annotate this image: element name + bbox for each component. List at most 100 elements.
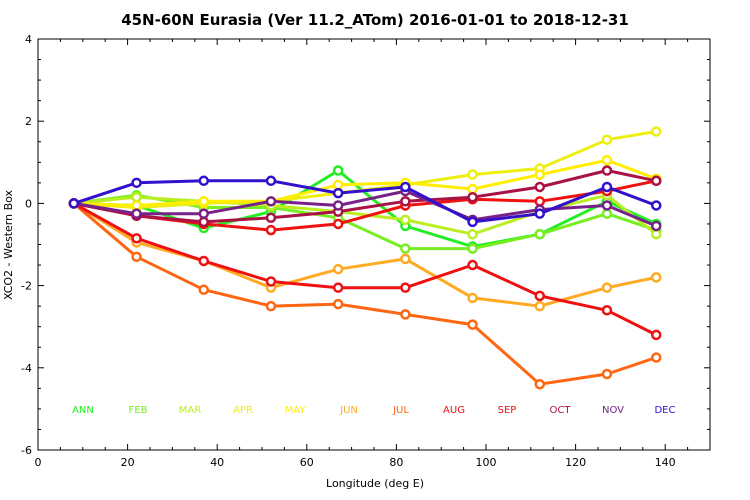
data-point xyxy=(601,368,613,380)
data-point xyxy=(650,126,662,137)
data-point xyxy=(131,200,142,211)
data-point xyxy=(265,175,277,187)
data-point xyxy=(534,290,546,302)
data-point xyxy=(467,292,478,304)
data-point xyxy=(265,212,277,224)
series-line xyxy=(72,202,657,386)
series-line xyxy=(73,202,657,308)
axes: 0 20 40 60 80 100 120 140 -6 -4 -2 0 2 4 xyxy=(21,33,711,469)
legend-label-sep: SEP xyxy=(498,405,517,416)
data-point xyxy=(131,251,142,263)
data-point xyxy=(131,233,142,244)
data-point xyxy=(131,208,142,219)
series-line xyxy=(73,169,657,224)
data-point xyxy=(650,220,662,232)
chart-title: 45N-60N Eurasia (Ver 11.2_ATom) 2016-01-… xyxy=(121,11,629,29)
data-point xyxy=(400,196,411,207)
data-point xyxy=(601,282,613,293)
data-point xyxy=(467,243,478,254)
data-point xyxy=(265,196,277,207)
data-point xyxy=(650,272,662,283)
legend-label-jul: JUL xyxy=(392,405,409,416)
x-tick-label: 0 xyxy=(35,456,42,469)
data-point xyxy=(400,243,411,254)
data-point xyxy=(198,196,210,207)
series-line xyxy=(73,202,657,337)
series-aug xyxy=(68,198,662,341)
data-point xyxy=(467,169,478,180)
data-point xyxy=(534,208,546,219)
data-point xyxy=(534,196,546,207)
legend-label-ann: ANN xyxy=(72,405,94,416)
data-point xyxy=(467,183,478,195)
data-point xyxy=(650,352,662,363)
data-point xyxy=(332,298,344,310)
y-tick-label: -4 xyxy=(21,362,32,375)
data-point xyxy=(332,179,344,191)
data-point xyxy=(68,198,80,209)
y-axis-label: XCO2 - Western Box xyxy=(2,189,15,300)
data-point xyxy=(198,216,210,228)
legend: ANN FEB MAR APR MAY JUN JUL AUG SEP OCT NOV DEC xyxy=(72,405,675,416)
legend-label-may: MAY xyxy=(285,405,307,416)
data-point xyxy=(650,200,662,211)
x-tick-label: 40 xyxy=(210,456,224,469)
data-point xyxy=(332,200,344,211)
data-point xyxy=(198,255,210,267)
data-point xyxy=(601,305,613,316)
series-jul xyxy=(68,198,662,390)
x-tick-label: 80 xyxy=(389,456,403,469)
data-point xyxy=(265,300,277,312)
data-point xyxy=(534,378,546,390)
data-point xyxy=(650,228,662,240)
data-point xyxy=(265,224,277,236)
data-point xyxy=(467,216,478,228)
data-point xyxy=(650,175,662,187)
y-tick-label: -2 xyxy=(21,280,32,293)
data-point xyxy=(400,181,411,193)
series-line xyxy=(73,193,657,251)
data-point xyxy=(400,253,411,265)
x-tick-label: 120 xyxy=(565,456,586,469)
data-point xyxy=(265,276,277,287)
data-point xyxy=(601,165,613,176)
data-point xyxy=(332,187,344,199)
legend-label-mar: MAR xyxy=(179,405,201,416)
legend-label-feb: FEB xyxy=(129,405,148,416)
data-point xyxy=(332,263,344,275)
legend-label-jun: JUN xyxy=(339,405,358,416)
data-point xyxy=(534,300,546,312)
legend-label-nov: NOV xyxy=(602,405,624,416)
data-point xyxy=(332,282,344,293)
data-point xyxy=(650,329,662,341)
series-dec xyxy=(68,175,662,228)
data-point xyxy=(467,191,478,203)
data-point xyxy=(400,214,411,226)
y-tick-label: 2 xyxy=(25,115,32,128)
data-point xyxy=(198,208,210,219)
legend-label-dec: DEC xyxy=(654,405,675,416)
series-line xyxy=(73,179,657,224)
legend-label-oct: OCT xyxy=(550,405,572,416)
x-tick-label: 100 xyxy=(476,456,497,469)
data-point xyxy=(467,259,478,271)
series-layer xyxy=(68,126,662,390)
data-point xyxy=(601,154,613,166)
data-point xyxy=(332,165,344,176)
x-tick-label: 140 xyxy=(655,456,676,469)
data-point xyxy=(534,169,546,180)
data-point xyxy=(534,228,546,240)
data-point xyxy=(534,181,546,193)
series-line xyxy=(73,158,657,207)
x-tick-label: 20 xyxy=(121,456,135,469)
legend-label-apr: APR xyxy=(233,405,253,416)
data-point xyxy=(467,319,478,330)
y-tick-label: -6 xyxy=(21,444,32,457)
x-tick-label: 60 xyxy=(300,456,314,469)
y-tick-label: 0 xyxy=(25,197,32,210)
series-line xyxy=(73,189,657,228)
data-point xyxy=(400,282,411,293)
data-point xyxy=(131,177,142,189)
y-tick-label: 4 xyxy=(25,33,32,46)
data-point xyxy=(198,284,210,295)
